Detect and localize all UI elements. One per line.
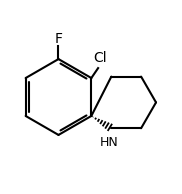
Text: HN: HN [100, 136, 119, 149]
Text: Cl: Cl [93, 51, 107, 65]
Text: F: F [54, 32, 62, 46]
